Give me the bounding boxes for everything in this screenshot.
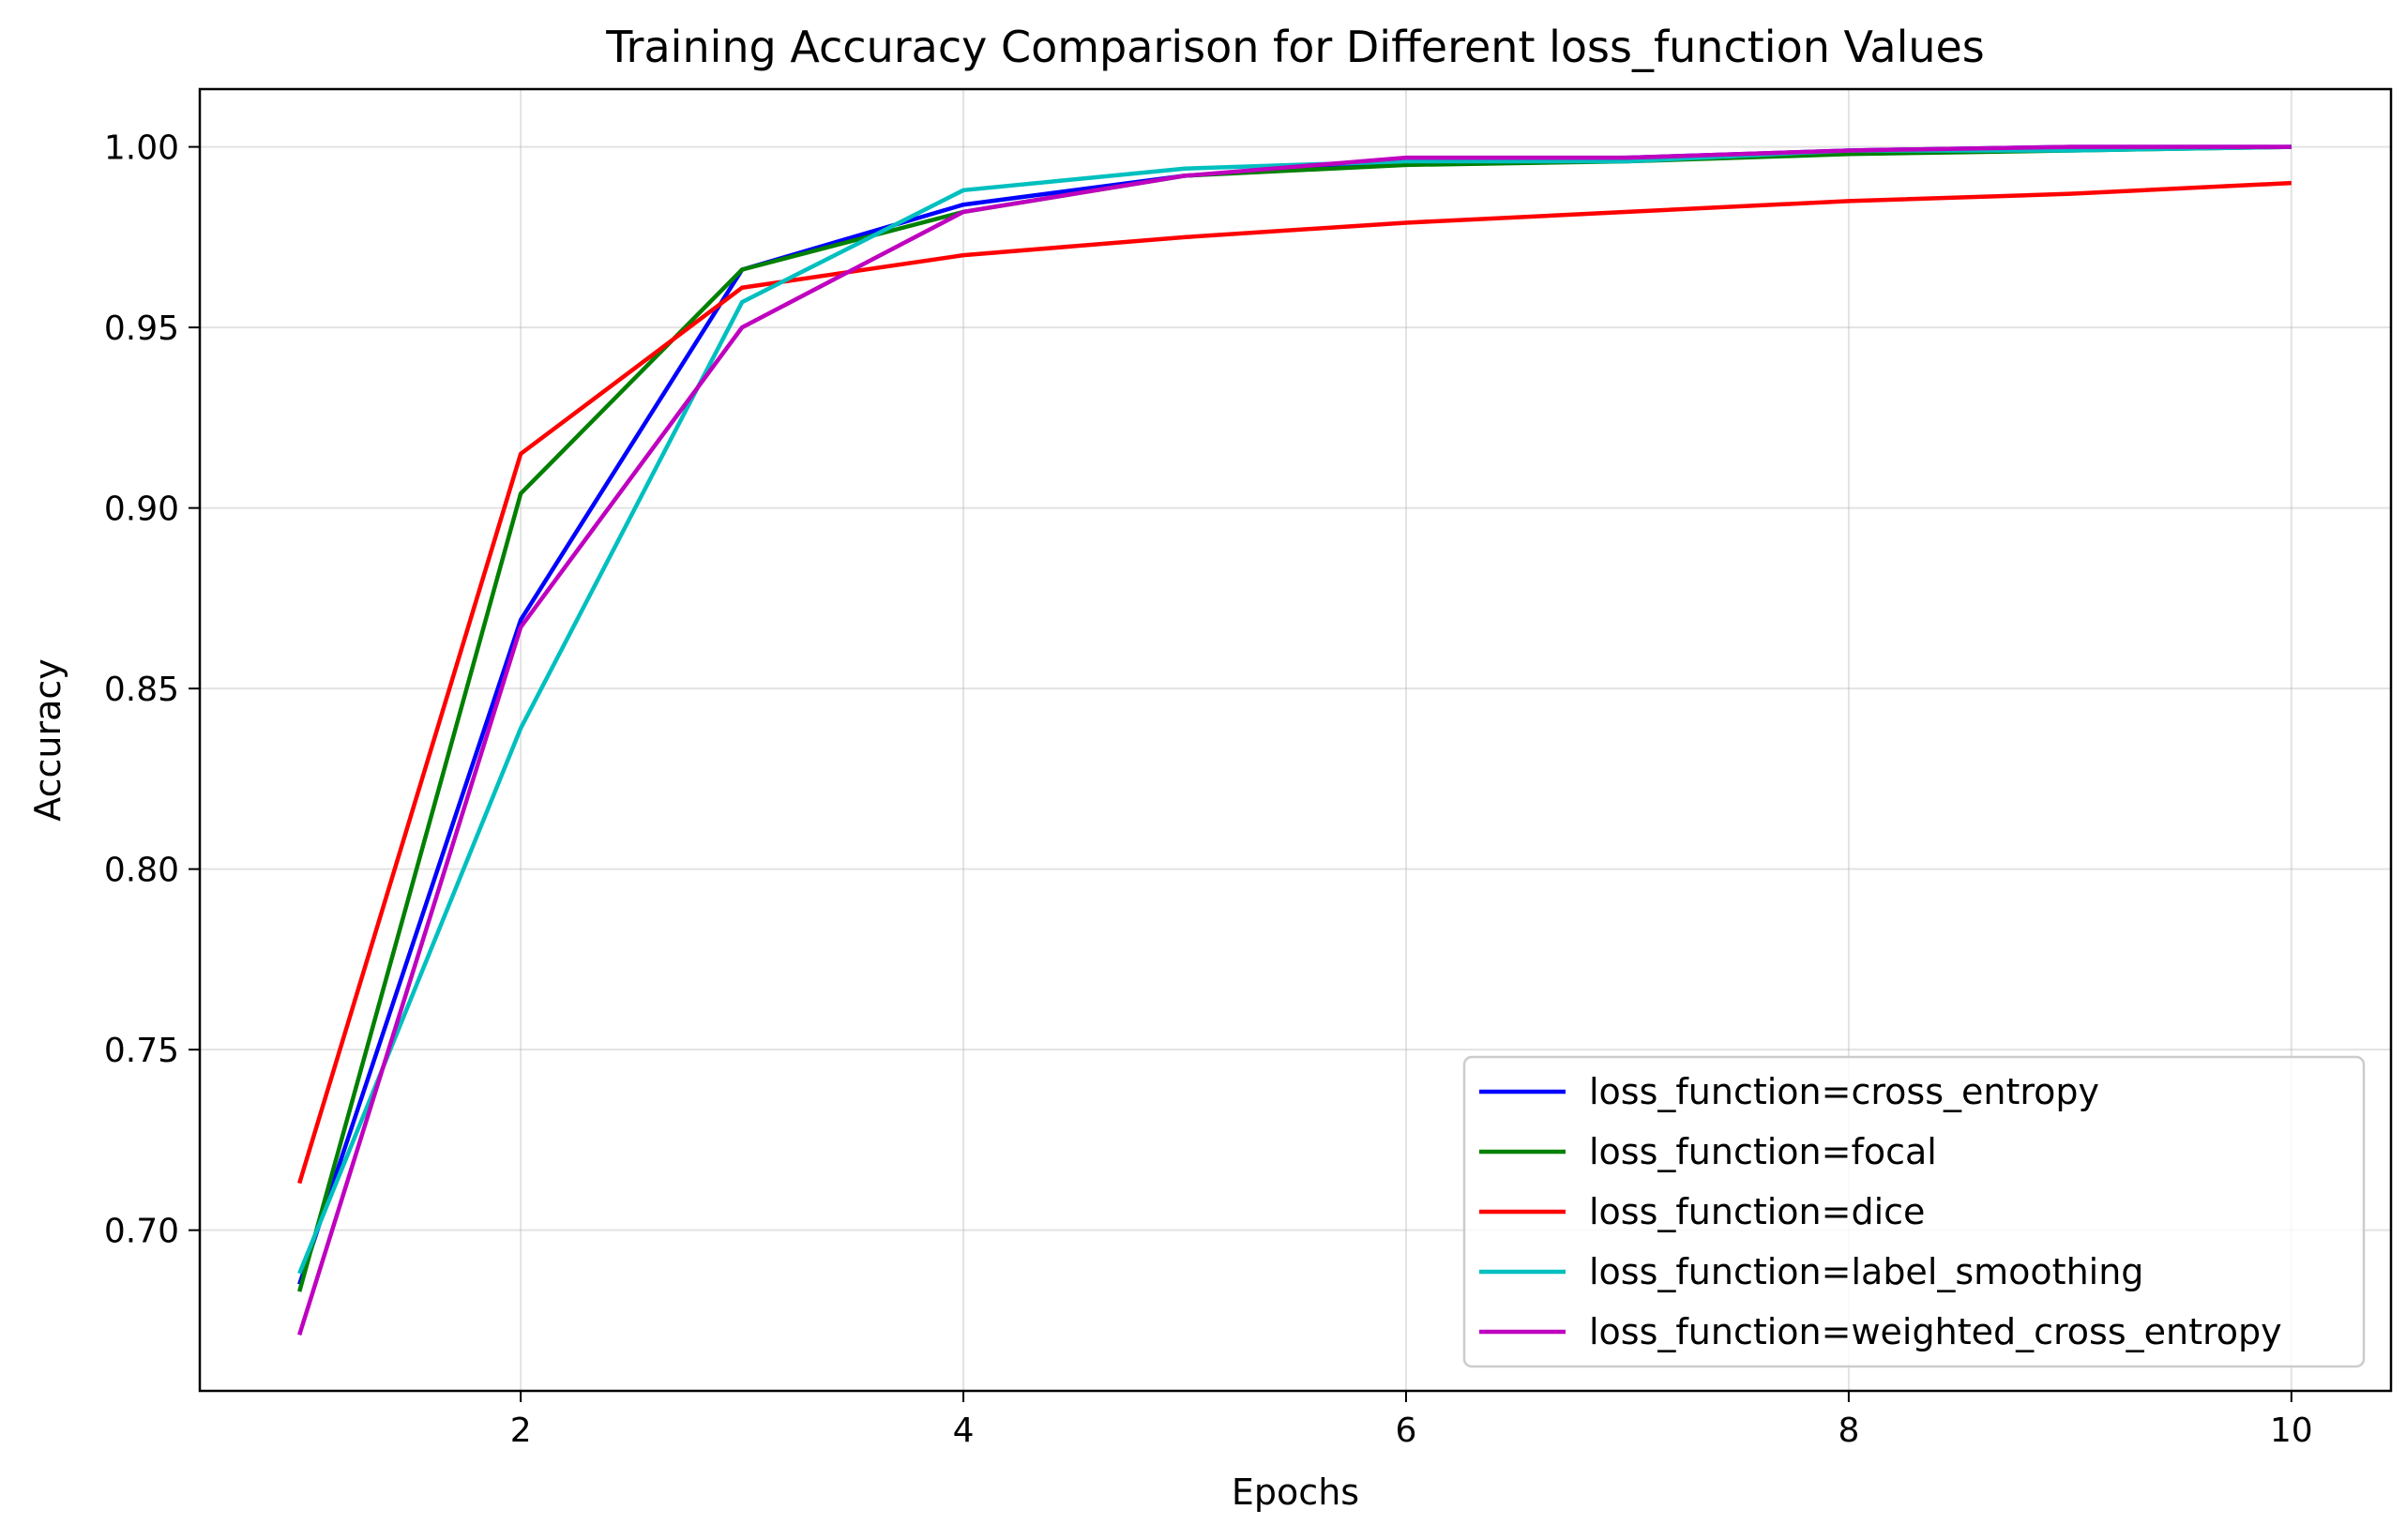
y-axis-ticks: 0.70 0.75 0.80 0.85 0.90 0.95 1.00 xyxy=(104,129,200,1251)
x-tick-label: 8 xyxy=(1838,1412,1859,1450)
y-axis-label: Accuracy xyxy=(27,658,68,822)
y-tick-label: 0.80 xyxy=(104,852,179,890)
legend: loss_function=cross_entropy loss_function… xyxy=(1462,1055,2366,1368)
y-tick-label: 0.95 xyxy=(104,310,179,348)
series-line-loss-function-dice xyxy=(297,180,2292,1185)
legend-label: loss_function=cross_entropy xyxy=(1589,1071,2099,1112)
y-tick-label: 1.00 xyxy=(104,129,179,168)
legend-label: loss_function=weighted_cross_entropy xyxy=(1589,1311,2282,1352)
series-lines xyxy=(297,144,2292,1336)
x-tick-label: 2 xyxy=(510,1412,532,1450)
legend-label: loss_function=dice xyxy=(1589,1191,1925,1232)
grid-lines xyxy=(200,89,2391,1391)
x-tick-label: 4 xyxy=(953,1412,975,1450)
x-tick-label: 6 xyxy=(1396,1412,1417,1450)
x-tick-label: 10 xyxy=(2270,1412,2313,1450)
y-tick-label: 0.70 xyxy=(104,1213,179,1251)
y-tick-label: 0.90 xyxy=(104,491,179,529)
legend-label: loss_function=label_smoothing xyxy=(1589,1251,2143,1292)
y-tick-label: 0.85 xyxy=(104,671,179,709)
legend-box xyxy=(1462,1055,2366,1368)
x-axis-ticks: 2 4 6 8 10 xyxy=(510,1391,2313,1450)
y-tick-label: 0.75 xyxy=(104,1032,179,1070)
legend-label: loss_function=focal xyxy=(1589,1131,1937,1172)
legend-items: loss_function=cross_entropy loss_function… xyxy=(1479,1071,2282,1352)
chart-title: Training Accuracy Comparison for Differe… xyxy=(605,22,1985,72)
series-line-loss-function-weighted-cross-entropy xyxy=(297,144,2292,1336)
plot-frame xyxy=(198,87,2393,1393)
x-axis-label: Epochs xyxy=(1232,1472,1359,1513)
